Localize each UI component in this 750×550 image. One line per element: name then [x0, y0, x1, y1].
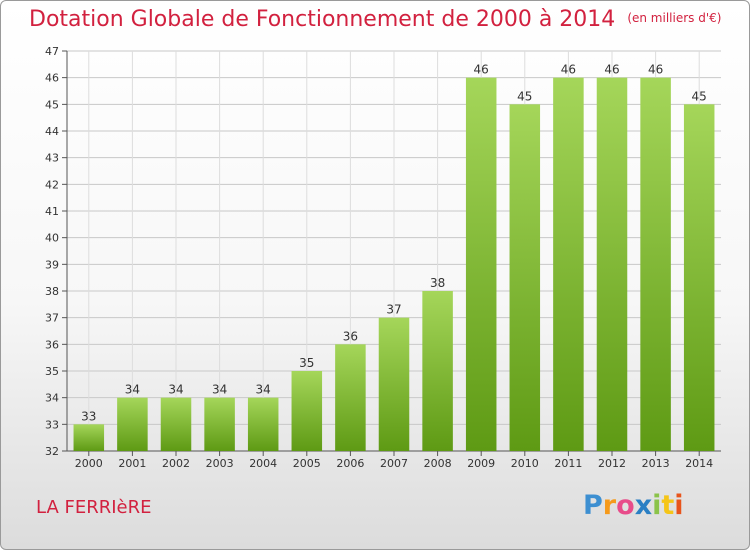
y-tick-label: 47: [45, 45, 59, 58]
axis-layer: 32 33 34 35 36 37 38 39 40 41 42 43 44 45 46 47 2000 2001…: [45, 45, 721, 470]
bar-layer: 33 34 34 34 34 35 36 37 38 46 45 46 46 46 45: [73, 63, 715, 452]
x-tick-label: 2013: [642, 457, 670, 470]
y-tick-label: 42: [45, 178, 59, 191]
y-tick-label: 43: [45, 152, 59, 165]
x-tick-label: 2002: [162, 457, 190, 470]
bar: [553, 77, 584, 452]
bar-value-label: 45: [517, 89, 532, 103]
x-tick-label: 2000: [75, 457, 103, 470]
logo-letter: t: [661, 490, 675, 521]
bar-value-label: 37: [386, 303, 401, 317]
y-tick-label: 33: [45, 418, 59, 431]
bar: [160, 397, 192, 451]
x-tick-label: 2001: [118, 457, 146, 470]
x-tick-label: 2007: [380, 457, 408, 470]
bar: [117, 397, 148, 451]
bar: [683, 104, 715, 451]
y-tick-label: 34: [45, 392, 59, 405]
chart-title-text: Dotation Globale de Fonctionnement de 20…: [29, 7, 616, 32]
y-tick-label: 46: [45, 72, 59, 85]
x-tick-label: 2009: [467, 457, 495, 470]
bar-value-label: 45: [692, 89, 707, 103]
logo-letter: o: [616, 490, 635, 521]
bar: [291, 371, 323, 451]
x-tick-label: 2012: [598, 457, 626, 470]
bar-value-label: 33: [81, 409, 96, 423]
y-tick-label: 39: [45, 258, 59, 271]
bar: [509, 104, 541, 451]
x-tick-label: 2010: [511, 457, 539, 470]
logo-letter: r: [602, 490, 617, 521]
bar: [335, 344, 366, 451]
bar-value-label: 34: [256, 383, 271, 397]
bar-value-label: 34: [212, 383, 227, 397]
bar: [640, 77, 671, 452]
logo-letter: x: [634, 490, 653, 521]
x-tick-label: 2005: [293, 457, 321, 470]
bar-value-label: 34: [125, 383, 140, 397]
bar-value-label: 38: [430, 276, 445, 290]
logo-letter: i: [652, 490, 662, 521]
y-tick-label: 37: [45, 312, 59, 325]
bar-value-label: 36: [343, 329, 358, 343]
bar-value-label: 35: [299, 356, 314, 370]
bar-value-label: 46: [474, 63, 489, 77]
bar: [596, 77, 628, 452]
logo-letter: P: [583, 490, 603, 521]
chart-title: Dotation Globale de Fonctionnement de 20…: [29, 7, 721, 32]
bar-value-label: 46: [604, 63, 619, 77]
y-tick-label: 41: [45, 205, 59, 218]
bar: [465, 77, 497, 452]
y-tick-label: 38: [45, 285, 59, 298]
y-tick-label: 44: [45, 125, 59, 138]
proxiti-logo[interactable]: Proxiti: [583, 490, 684, 521]
y-tick-label: 45: [45, 98, 59, 111]
bar-value-label: 34: [168, 383, 183, 397]
commune-name: LA FERRIèRE: [36, 497, 152, 518]
x-tick-label: 2006: [336, 457, 364, 470]
logo-letter: i: [674, 490, 684, 521]
x-tick-label: 2014: [685, 457, 713, 470]
bar-value-label: 46: [561, 63, 576, 77]
y-tick-label: 32: [45, 445, 59, 458]
bar: [247, 397, 279, 451]
chart-unit: (en milliers d'€): [627, 11, 722, 25]
x-tick-label: 2008: [424, 457, 452, 470]
x-tick-label: 2003: [206, 457, 234, 470]
y-tick-label: 36: [45, 338, 59, 351]
bar-value-label: 46: [648, 63, 663, 77]
y-tick-label: 35: [45, 365, 59, 378]
bar: [378, 317, 410, 451]
bar: [73, 424, 105, 451]
x-tick-label: 2004: [249, 457, 277, 470]
bar: [204, 397, 235, 451]
bar: [422, 291, 453, 451]
x-tick-label: 2011: [554, 457, 582, 470]
y-tick-label: 40: [45, 232, 59, 245]
